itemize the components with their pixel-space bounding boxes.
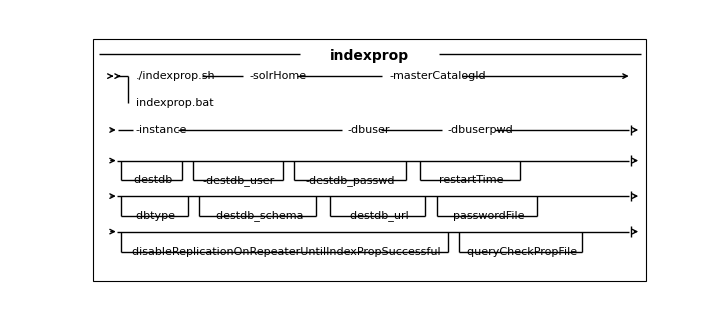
Text: -disableReplicationOnRepeaterUntilIndexPropSuccessful: -disableReplicationOnRepeaterUntilIndexP… (128, 247, 441, 257)
Text: -destdb_passwd: -destdb_passwd (305, 175, 394, 186)
Text: -destdb_url: -destdb_url (347, 210, 410, 221)
Text: -masterCatalogId: -masterCatalogId (389, 71, 486, 81)
Text: -passwordFile: -passwordFile (449, 211, 525, 221)
Text: -destdb: -destdb (131, 175, 173, 185)
Text: -dbuser: -dbuser (348, 125, 389, 135)
Text: -restartTime: -restartTime (435, 175, 505, 185)
Text: -dbtype: -dbtype (133, 211, 176, 221)
Text: ./indexprop.sh: ./indexprop.sh (136, 71, 216, 81)
Text: -dbuserpwd: -dbuserpwd (448, 125, 513, 135)
Text: -destdb_user: -destdb_user (202, 175, 274, 186)
Text: -solrHome: -solrHome (249, 71, 306, 81)
Text: indexprop.bat: indexprop.bat (136, 98, 213, 108)
Text: -instance: -instance (136, 125, 187, 135)
Text: -destdb_schema: -destdb_schema (212, 210, 304, 221)
Text: -queryCheckPropFile: -queryCheckPropFile (464, 247, 578, 257)
Text: indexprop: indexprop (330, 49, 409, 63)
